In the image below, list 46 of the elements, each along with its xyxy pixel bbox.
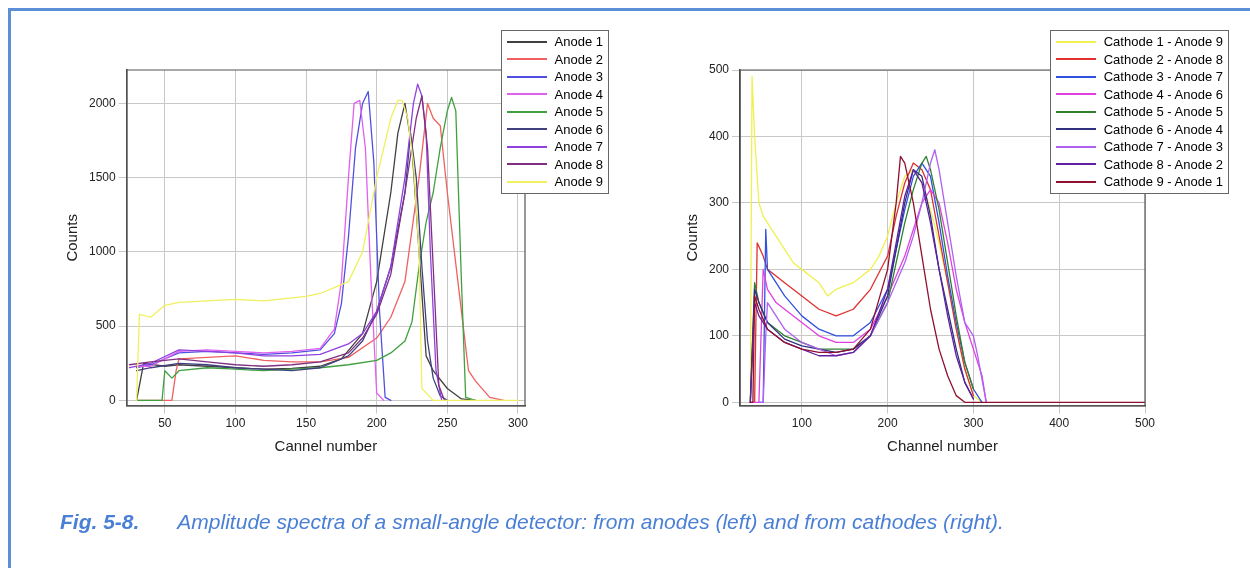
text: Amplitude spectra of a small-angle detector: from anodes (left) and from cathodes (right). (177, 510, 1004, 533)
y-tick-label: 1000 (88, 244, 117, 259)
legend-label: Cathode 6 - Anode 4 (1103, 120, 1223, 138)
x-tick-label: 400 (1049, 416, 1070, 431)
y-tick-label: 100 (708, 328, 730, 343)
x-tick-label: 100 (225, 416, 246, 431)
legend-label: Anode 2 (554, 50, 603, 68)
legend-label: Cathode 8 - Anode 2 (1103, 155, 1223, 173)
y-tick-label: 400 (708, 128, 730, 143)
y-axis-title: Counts (683, 214, 701, 262)
x-tick-label: 150 (296, 416, 317, 431)
y-tick-label: 2000 (88, 95, 117, 110)
legend-label: Cathode 7 - Anode 3 (1103, 138, 1223, 156)
x-axis-title: Channel number (887, 437, 998, 455)
x-tick-label: 200 (877, 416, 898, 431)
legend-label: Cathode 2 - Anode 8 (1103, 50, 1223, 68)
y-tick-label: 500 (708, 62, 730, 77)
y-tick-label: 200 (708, 261, 730, 276)
legend-label: Anode 3 (554, 68, 603, 86)
legend-label: Anode 7 (554, 138, 603, 156)
y-tick-label: 500 (95, 318, 117, 333)
y-tick-label: 300 (708, 195, 730, 210)
legend-label: Anode 4 (554, 85, 603, 103)
legend-label: Cathode 1 - Anode 9 (1103, 33, 1223, 51)
x-tick-label: 50 (158, 416, 172, 431)
legend-label: Anode 8 (554, 155, 603, 173)
legend-label: Anode 9 (554, 173, 603, 191)
x-tick-label: 500 (1134, 416, 1156, 431)
caption: Fig. 5-8. (60, 510, 140, 533)
legend-label: Anode 5 (554, 103, 603, 121)
x-axis-title: Cannel number (274, 437, 378, 455)
x-tick-label: 100 (791, 416, 813, 431)
y-tick-label: 0 (722, 394, 730, 409)
y-axis-title: Counts (63, 214, 81, 262)
x-tick-label: 250 (437, 416, 458, 431)
legend-label: Cathode 4 - Anode 6 (1103, 85, 1223, 103)
legend-label: Cathode 3 - Anode 7 (1103, 68, 1223, 86)
x-tick-label: 300 (507, 416, 529, 431)
x-tick-label: 200 (366, 416, 388, 431)
y-tick-label: 1500 (88, 169, 117, 184)
legend-label: Anode 6 (554, 120, 603, 138)
legend-label: Cathode 9 - Anode 1 (1103, 173, 1223, 191)
x-tick-label: 300 (963, 416, 984, 431)
y-tick-label: 0 (109, 392, 117, 407)
legend-label: Anode 1 (554, 33, 603, 51)
legend-label: Cathode 5 - Anode 5 (1103, 103, 1223, 121)
